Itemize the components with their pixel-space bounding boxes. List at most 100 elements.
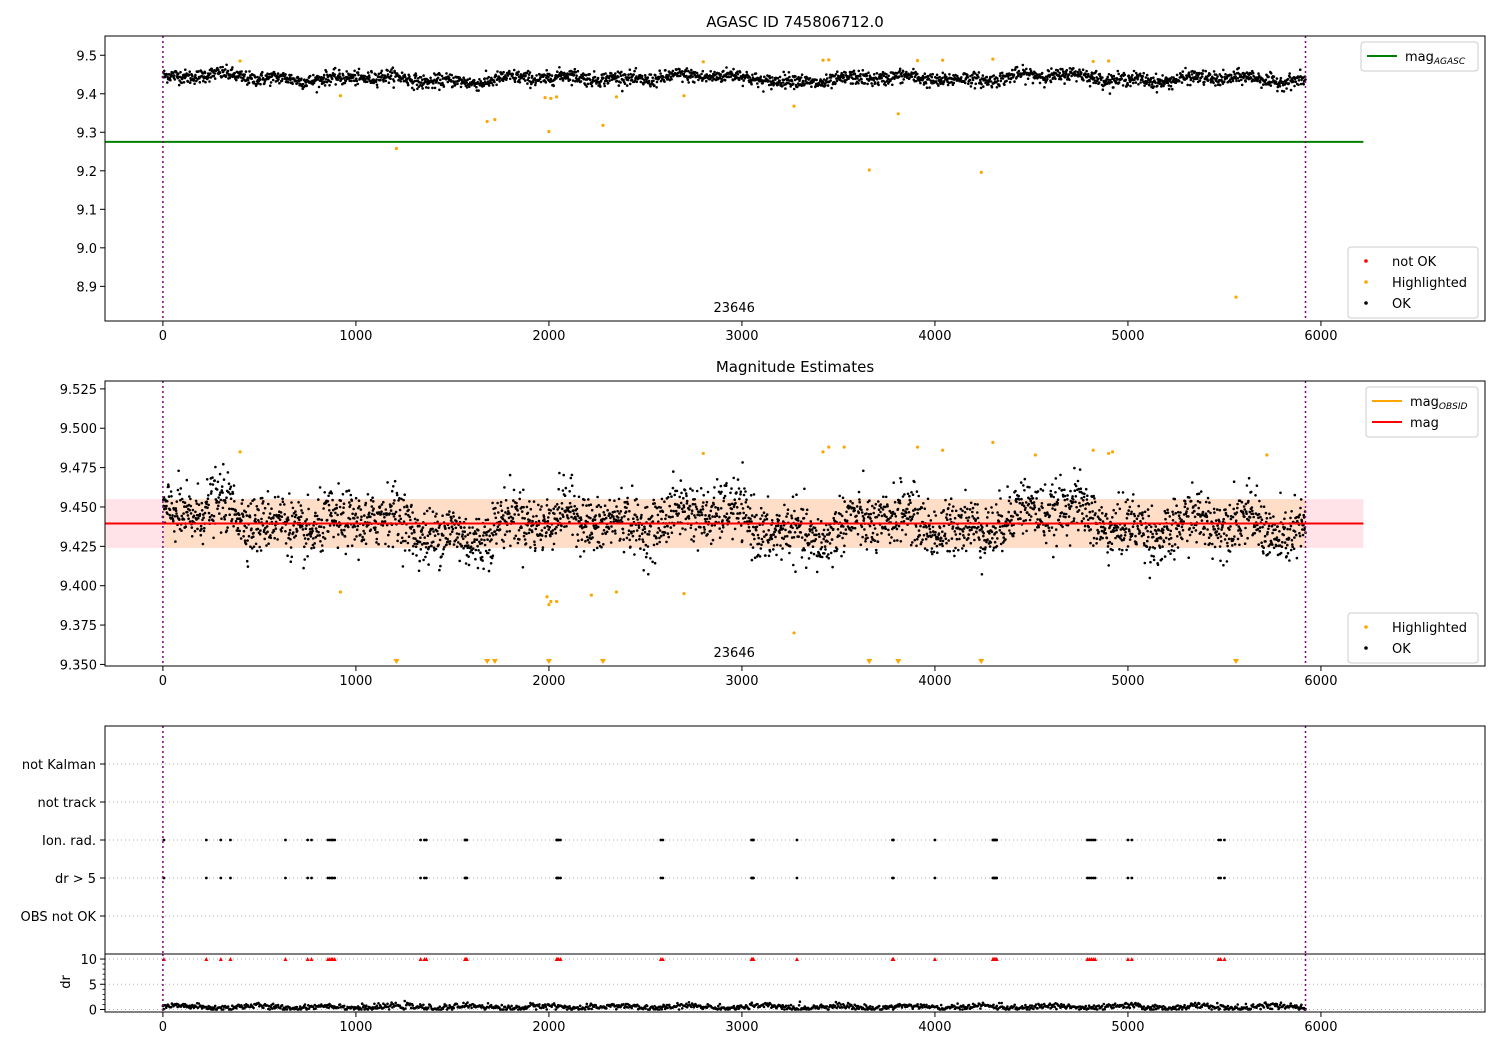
ok-point bbox=[501, 72, 504, 76]
ok-point bbox=[280, 515, 284, 518]
ok-point bbox=[593, 75, 597, 79]
ok-point bbox=[421, 78, 424, 82]
ok-point bbox=[493, 530, 497, 533]
ok-point bbox=[445, 72, 448, 75]
ok-point bbox=[452, 511, 455, 514]
ok-point bbox=[246, 565, 250, 568]
ok-point bbox=[432, 530, 435, 533]
ok-point bbox=[789, 530, 792, 534]
ok-point bbox=[447, 76, 451, 79]
ok-point bbox=[869, 540, 873, 544]
ok-point bbox=[518, 497, 521, 501]
ok-point bbox=[500, 509, 504, 512]
ok-point bbox=[914, 525, 918, 528]
ok-point bbox=[508, 512, 511, 515]
ok-point bbox=[1050, 67, 1053, 70]
ok-point bbox=[263, 82, 266, 85]
ok-point bbox=[506, 74, 510, 77]
ok-point bbox=[491, 554, 495, 557]
ok-point bbox=[464, 562, 468, 565]
ok-point bbox=[941, 544, 944, 548]
ok-point bbox=[495, 83, 498, 87]
ok-point bbox=[725, 512, 729, 515]
ok-point bbox=[859, 72, 862, 76]
ok-point bbox=[617, 84, 621, 87]
ok-point bbox=[713, 486, 716, 489]
ok-point bbox=[242, 529, 246, 533]
ok-point bbox=[702, 525, 706, 529]
ok-point bbox=[842, 550, 846, 554]
ok-point bbox=[240, 502, 244, 505]
ok-point bbox=[506, 506, 510, 510]
ok-point bbox=[665, 540, 668, 544]
ok-point bbox=[938, 526, 942, 530]
ok-point bbox=[829, 551, 833, 555]
ok-point bbox=[543, 517, 546, 521]
ok-point bbox=[695, 71, 699, 75]
ok-point bbox=[732, 67, 735, 71]
ok-point bbox=[462, 76, 465, 79]
ok-point bbox=[638, 534, 641, 538]
ok-point bbox=[670, 78, 673, 81]
ok-point bbox=[508, 69, 511, 73]
ok-point bbox=[419, 76, 423, 79]
ok-point bbox=[327, 494, 330, 498]
ok-point bbox=[205, 500, 209, 504]
ok-point bbox=[313, 542, 317, 545]
ok-point bbox=[419, 536, 422, 539]
ok-point bbox=[201, 542, 205, 546]
ok-point bbox=[389, 509, 393, 512]
ok-point bbox=[322, 73, 326, 77]
ok-point bbox=[678, 68, 681, 71]
ok-point bbox=[590, 508, 594, 512]
ok-point bbox=[619, 510, 623, 513]
ok-point bbox=[756, 76, 759, 80]
ok-point bbox=[364, 501, 368, 505]
ok-point bbox=[755, 513, 758, 517]
ok-point bbox=[998, 84, 1001, 88]
ok-point bbox=[509, 544, 512, 548]
highlighted-point bbox=[1234, 295, 1238, 299]
ok-point bbox=[219, 531, 223, 534]
ok-point bbox=[790, 79, 794, 83]
ok-point bbox=[1038, 81, 1042, 85]
ok-point bbox=[476, 544, 479, 548]
ok-point bbox=[1131, 81, 1135, 85]
ok-point bbox=[1139, 81, 1142, 84]
ok-point bbox=[855, 519, 859, 522]
ok-point bbox=[671, 69, 675, 73]
ok-point bbox=[592, 70, 596, 73]
ok-point bbox=[627, 529, 631, 532]
ok-point bbox=[574, 80, 577, 83]
highlighted-point bbox=[543, 96, 547, 100]
ok-point bbox=[308, 74, 312, 78]
ok-point bbox=[622, 550, 626, 554]
ok-point bbox=[826, 84, 830, 87]
ok-point bbox=[525, 532, 528, 535]
ok-point bbox=[323, 491, 327, 494]
ok-point bbox=[355, 535, 358, 538]
ok-point bbox=[528, 519, 532, 522]
ok-point bbox=[948, 513, 952, 517]
ok-point bbox=[188, 495, 191, 498]
ok-point bbox=[175, 512, 178, 515]
ok-point bbox=[188, 70, 191, 73]
ok-point bbox=[819, 519, 823, 523]
ok-point bbox=[257, 508, 260, 512]
ok-point bbox=[1260, 86, 1263, 89]
ok-point bbox=[659, 72, 662, 75]
ok-point bbox=[325, 70, 328, 74]
ok-point bbox=[505, 530, 509, 533]
ok-point bbox=[463, 530, 467, 533]
ok-point bbox=[168, 76, 172, 80]
ok-point bbox=[583, 498, 586, 502]
ok-point bbox=[786, 512, 789, 515]
ok-point bbox=[415, 554, 418, 557]
ok-point bbox=[733, 77, 737, 81]
ok-point bbox=[433, 86, 437, 90]
ok-point bbox=[349, 503, 352, 507]
ok-point bbox=[1276, 85, 1280, 89]
ok-point bbox=[969, 85, 973, 88]
ok-point bbox=[844, 528, 848, 531]
ok-point bbox=[614, 532, 617, 535]
